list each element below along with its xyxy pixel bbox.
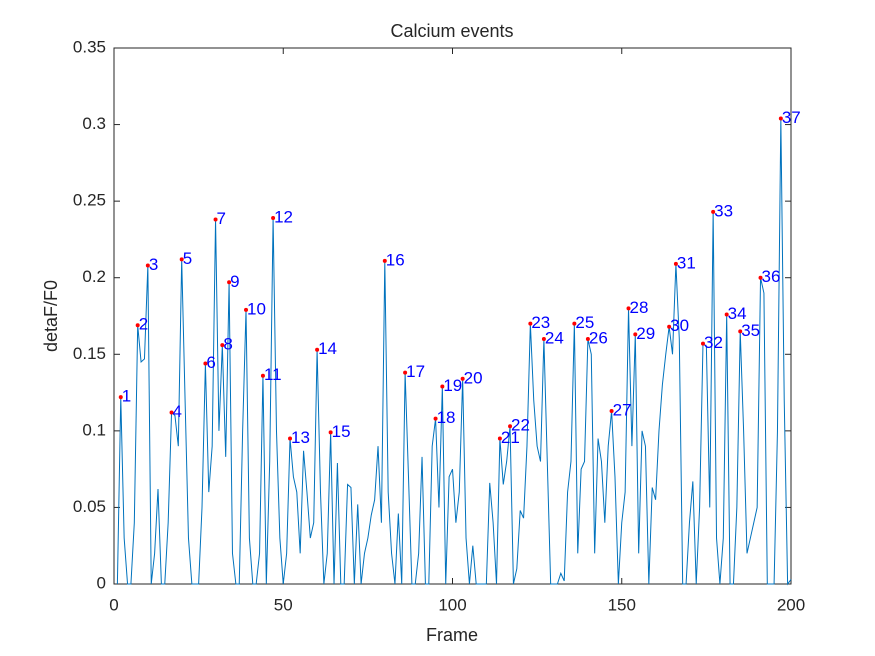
peak-label: 13 — [291, 428, 310, 447]
peak-marker — [169, 410, 174, 415]
peak-label: 27 — [613, 400, 632, 419]
peak-label: 15 — [332, 422, 351, 441]
peak-marker — [403, 370, 408, 375]
peak-marker — [778, 116, 783, 121]
peak-marker — [673, 261, 678, 266]
x-tick-label: 200 — [777, 595, 805, 614]
y-tick-label: 0.3 — [82, 114, 106, 133]
peak-label: 9 — [230, 272, 239, 291]
peak-marker — [244, 307, 249, 312]
peak-label: 36 — [762, 267, 781, 286]
peak-label: 33 — [714, 201, 733, 220]
chart-title: Calcium events — [390, 21, 513, 41]
peak-label: 21 — [501, 428, 520, 447]
peak-label: 20 — [464, 368, 483, 387]
peak-label: 5 — [183, 249, 192, 268]
peak-marker — [585, 336, 590, 341]
peak-marker — [667, 324, 672, 329]
peak-label: 6 — [206, 353, 215, 372]
y-tick-label: 0.1 — [82, 420, 106, 439]
peak-marker — [145, 263, 150, 268]
x-tick-label: 50 — [274, 595, 293, 614]
plot-area — [113, 47, 792, 585]
peak-marker — [609, 408, 614, 413]
peak-marker — [328, 430, 333, 435]
peak-marker — [633, 332, 638, 337]
peak-label: 28 — [630, 298, 649, 317]
peak-marker — [118, 395, 123, 400]
peak-label: 29 — [636, 324, 655, 343]
peak-label: 10 — [247, 299, 266, 318]
peak-marker — [738, 329, 743, 334]
peak-label: 22 — [511, 416, 530, 435]
peak-label: 34 — [728, 304, 747, 323]
y-axis-label: detaF/F0 — [41, 280, 61, 352]
peak-marker — [440, 384, 445, 389]
peak-label: 31 — [677, 253, 696, 272]
peak-label: 25 — [575, 313, 594, 332]
peak-marker — [460, 376, 465, 381]
peak-label: 7 — [217, 209, 226, 228]
peak-marker — [220, 343, 225, 348]
peak-marker — [288, 436, 293, 441]
x-tick-label: 100 — [438, 595, 466, 614]
peak-marker — [260, 373, 265, 378]
peak-marker — [700, 341, 705, 346]
peak-label: 1 — [122, 387, 131, 406]
x-axis-label: Frame — [426, 625, 478, 645]
x-tick-label: 150 — [608, 595, 636, 614]
peak-marker — [203, 361, 208, 366]
peak-marker — [758, 275, 763, 280]
peak-label: 2 — [139, 315, 148, 334]
peak-label: 19 — [443, 376, 462, 395]
y-tick-label: 0.25 — [73, 191, 106, 210]
y-tick-label: 0.35 — [73, 37, 106, 56]
peak-marker — [433, 416, 438, 421]
peak-label: 3 — [149, 255, 158, 274]
peak-marker — [711, 209, 716, 214]
peak-marker — [724, 312, 729, 317]
peak-label: 11 — [264, 365, 282, 384]
peak-marker — [497, 436, 502, 441]
peak-label: 30 — [670, 316, 689, 335]
peak-marker — [213, 217, 218, 222]
peak-label: 35 — [741, 321, 760, 340]
peak-marker — [271, 215, 276, 220]
peak-label: 16 — [386, 250, 405, 269]
peak-label: 4 — [173, 402, 182, 421]
y-tick-label: 0.2 — [82, 267, 106, 286]
peak-marker — [528, 321, 533, 326]
peak-marker — [541, 336, 546, 341]
peak-label: 17 — [406, 362, 425, 381]
peak-label: 24 — [545, 328, 564, 347]
y-tick-label: 0.05 — [73, 497, 106, 516]
peak-marker — [508, 424, 513, 429]
peak-marker — [572, 321, 577, 326]
peak-label: 18 — [437, 408, 456, 427]
y-tick-label: 0.15 — [73, 344, 106, 363]
data-line — [116, 118, 792, 586]
peak-marker — [315, 347, 320, 352]
peak-label: 23 — [531, 313, 550, 332]
peak-marker — [626, 306, 631, 311]
peak-label: 14 — [318, 339, 337, 358]
peak-marker — [135, 323, 140, 328]
peak-label: 32 — [704, 333, 723, 352]
peak-label: 8 — [223, 335, 232, 354]
peak-label: 26 — [589, 328, 608, 347]
peak-label: 37 — [782, 108, 801, 127]
peak-marker — [179, 257, 184, 262]
peak-label: 12 — [274, 207, 293, 226]
peak-marker — [382, 258, 387, 263]
y-tick-label: 0 — [97, 573, 106, 592]
x-tick-label: 0 — [109, 595, 118, 614]
peak-marker — [227, 280, 232, 285]
